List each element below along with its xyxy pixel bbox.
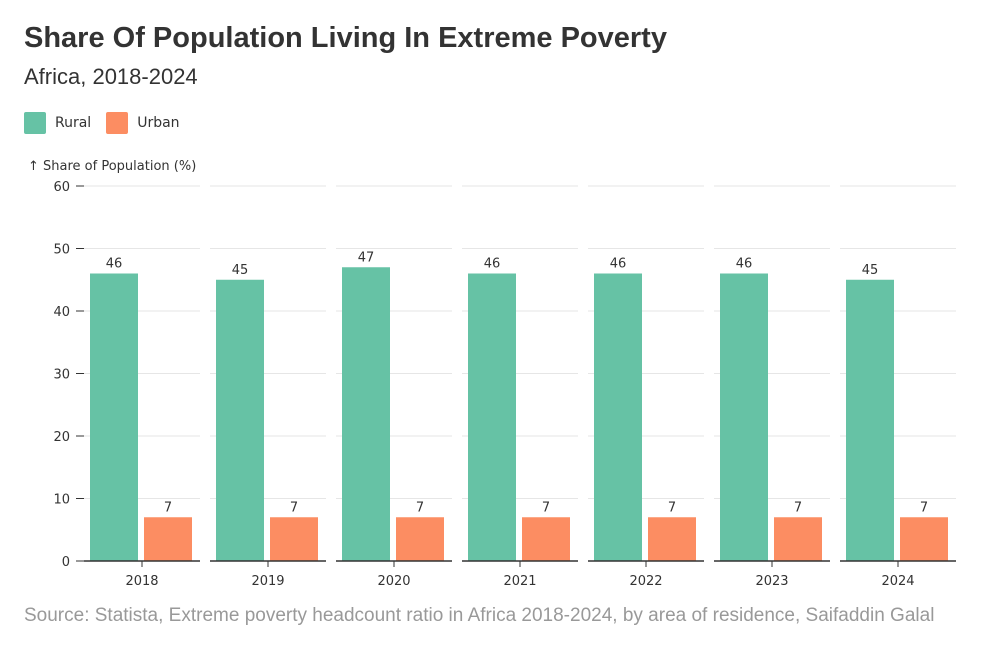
x-tick-label-2019: 2019: [251, 574, 284, 589]
bar-rural-2023: [720, 273, 768, 561]
legend-swatch-rural: [24, 112, 46, 134]
y-axis: 0 10 20 30 40 50 60: [53, 180, 84, 570]
data-label-rural-2018: 46: [106, 257, 123, 272]
bar-urban-2023: [774, 517, 822, 561]
y-axis-label: ↑ Share of Population (%): [28, 159, 196, 174]
data-label-urban-2020: 7: [416, 500, 424, 515]
x-tick-label-2024: 2024: [881, 574, 914, 589]
data-label-rural-2024: 45: [862, 263, 879, 278]
y-tick-label: 10: [53, 493, 70, 508]
bar-rural-2018: [90, 273, 138, 561]
x-axis: 2018 2019 2020 2021 2022 2023 2024: [84, 560, 956, 589]
data-label-urban-2022: 7: [668, 500, 676, 515]
y-tick-label: 50: [53, 243, 70, 258]
data-label-urban-2021: 7: [542, 500, 550, 515]
data-label-rural-2019: 45: [232, 263, 249, 278]
legend-label-urban: Urban: [137, 115, 180, 131]
y-tick-label: 40: [53, 305, 70, 320]
bar-urban-2024: [900, 517, 948, 561]
data-label-urban-2019: 7: [290, 500, 298, 515]
x-tick-label-2018: 2018: [125, 574, 158, 589]
source-note: Source: Statista, Extreme poverty headco…: [24, 605, 935, 626]
x-tick-label-2021: 2021: [503, 574, 536, 589]
x-tick-label-2020: 2020: [377, 574, 410, 589]
x-tick-label-2023: 2023: [755, 574, 788, 589]
chart-subtitle: Africa, 2018-2024: [24, 64, 198, 89]
bar-urban-2021: [522, 517, 570, 561]
data-label-rural-2021: 46: [484, 257, 501, 272]
y-tick-label: 30: [53, 368, 70, 383]
bar-rural-2019: [216, 279, 264, 561]
y-tick-label: 20: [53, 430, 70, 445]
data-label-rural-2020: 47: [358, 250, 375, 265]
y-tick-label: 0: [62, 555, 70, 570]
gridlines: [84, 185, 956, 499]
data-label-rural-2022: 46: [610, 257, 627, 272]
legend-swatch-urban: [106, 112, 129, 134]
legend-label-rural: Rural: [55, 115, 92, 131]
chart-title: Share Of Population Living In Extreme Po…: [24, 22, 667, 54]
bar-rural-2021: [468, 273, 516, 561]
legend: Rural Urban: [24, 112, 195, 134]
bar-rural-2024: [846, 279, 894, 561]
bars: 46 7 45 7 47 7 46 7 46 7 46 7 45 7: [90, 250, 948, 561]
x-tick-label-2022: 2022: [629, 574, 662, 589]
bar-urban-2020: [396, 517, 444, 561]
y-tick-label: 60: [53, 180, 70, 195]
bar-urban-2022: [648, 517, 696, 561]
legend-item-urban: Urban: [106, 112, 180, 134]
data-label-urban-2018: 7: [164, 500, 172, 515]
bar-rural-2020: [342, 267, 390, 561]
bar-urban-2018: [144, 517, 192, 561]
bar-rural-2022: [594, 273, 642, 561]
data-label-urban-2024: 7: [920, 500, 928, 515]
data-label-urban-2023: 7: [794, 500, 802, 515]
bar-urban-2019: [270, 517, 318, 561]
legend-item-rural: Rural: [24, 112, 91, 134]
data-label-rural-2023: 46: [736, 257, 753, 272]
